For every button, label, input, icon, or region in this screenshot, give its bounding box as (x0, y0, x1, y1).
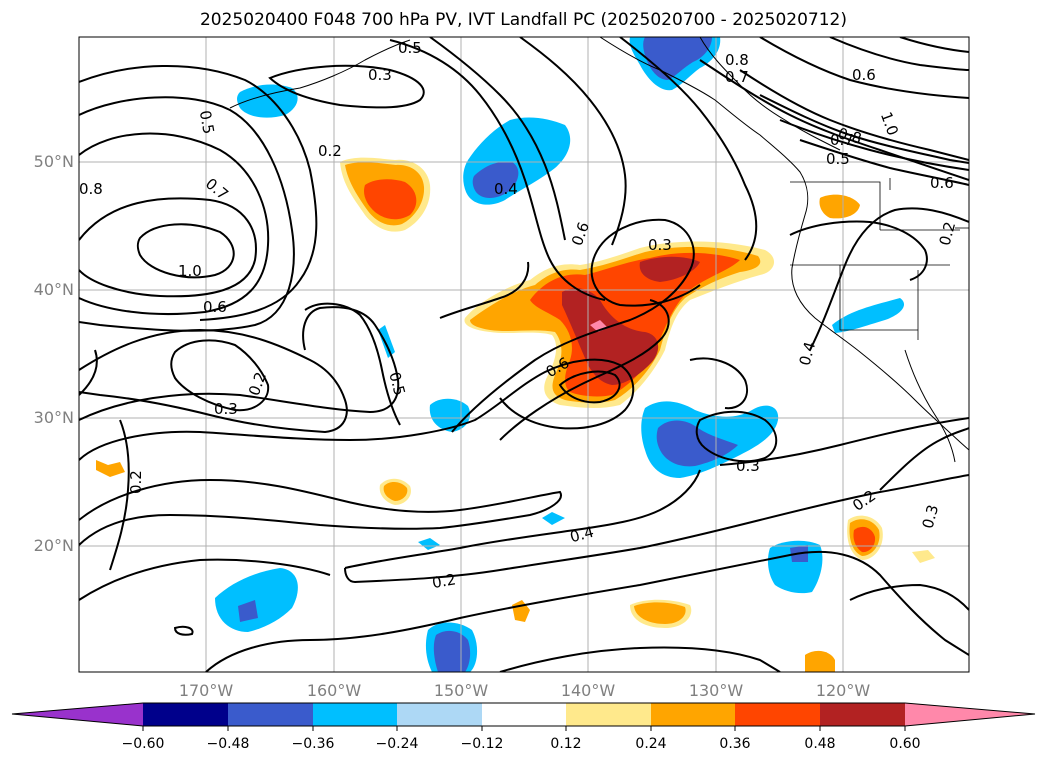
lon-label-150w: 150°W (433, 681, 489, 700)
contour-label: 1.0 (178, 262, 202, 280)
lon-label-120w: 120°W (815, 681, 871, 700)
negative-anomaly-spot-b-strong (238, 600, 258, 622)
negative-anomaly-spot-e (832, 298, 905, 333)
lat-label-40n: 40°N (33, 280, 74, 299)
contour-label: 0.4 (568, 523, 596, 547)
borders (790, 178, 969, 340)
colorbar-tick-label: 0.60 (889, 736, 921, 752)
colorbar-segment (651, 703, 735, 726)
contour-label: 0.3 (919, 503, 943, 531)
colorbar-segment (566, 703, 651, 726)
contour-label: 0.6 (852, 66, 876, 84)
contour-label: 0.5 (826, 150, 850, 168)
positive-anomaly-spot-4 (819, 194, 860, 219)
colorbar (11, 702, 1036, 731)
contour-label: 0.3 (736, 457, 760, 475)
colorbar-tick-label: 0.12 (550, 736, 582, 752)
negative-anomaly-spot-h (418, 538, 440, 550)
colorbar-tick-label: −0.36 (291, 736, 335, 752)
negative-anomaly-spot-d (767, 540, 823, 594)
contour-label: 0.6 (930, 174, 954, 192)
negative-anomaly-aleutian (237, 84, 298, 118)
map-frame (78, 36, 970, 673)
contour-label: 0.5 (385, 370, 409, 398)
colorbar-segment (735, 703, 820, 726)
lat-label-20n: 20°N (33, 536, 74, 555)
positive-anomaly-spot-5 (805, 650, 835, 672)
contour-label: 0.2 (127, 470, 145, 494)
lat-label-50n: 50°N (33, 152, 74, 171)
colorbar-segment (905, 703, 1035, 726)
positive-anomaly-central-vstrong (562, 288, 659, 385)
contour-label: 0.3 (648, 236, 672, 254)
contour-label: 0.2 (936, 220, 960, 248)
positive-anomaly-spot-8 (912, 550, 935, 563)
contour-label: 0.2 (318, 142, 342, 160)
contour-label: 0.8 (79, 180, 103, 198)
colorbar-segment (313, 703, 397, 726)
contour-label: 0.6 (203, 298, 227, 316)
negative-anomaly-spot-f (378, 325, 395, 358)
colorbar-tick-label: 0.36 (719, 736, 751, 752)
negative-anomaly-north-central-strong (472, 161, 519, 198)
positive-anomaly-north-strong (364, 179, 417, 220)
colorbar-segment (228, 703, 313, 726)
coastlines (229, 37, 969, 463)
colorbar-tick-label: −0.24 (375, 736, 419, 752)
lon-label-130w: 130°W (688, 681, 744, 700)
colorbar-segment (820, 703, 905, 726)
contour-label: 0.3 (368, 66, 392, 84)
lat-label-30n: 30°N (33, 408, 74, 427)
positive-anomaly-spot-6 (96, 460, 125, 477)
contour-label: 0.5 (398, 39, 422, 57)
lon-label-140w: 140°W (560, 681, 616, 700)
contour-label: 0.8 (725, 51, 749, 69)
contour-label: 0.7 (830, 131, 854, 149)
positive-anomaly-spot-1-mid (383, 482, 408, 501)
colorbar-segment (397, 703, 482, 726)
colorbar-tick-label: −0.12 (460, 736, 504, 752)
contour-label: 0.7 (725, 68, 749, 86)
positive-anomaly-spot-2-mid (634, 602, 686, 624)
colorbar-segment (143, 703, 228, 726)
lon-label-170w: 170°W (178, 681, 234, 700)
contour-label: 0.4 (494, 180, 518, 198)
contour-label: 0.5 (196, 109, 218, 136)
colorbar-tick-label: 0.48 (804, 736, 836, 752)
contour-label: 0.2 (431, 570, 458, 592)
map-title: 2025020400 F048 700 hPa PV, IVT Landfall… (199, 10, 847, 30)
contour-label: 0.4 (796, 340, 820, 368)
pv-contours (79, 37, 969, 672)
contour-label: 0.3 (214, 400, 238, 418)
negative-anomaly-spot-c-strong (433, 630, 471, 672)
contour-label: 0.8 (836, 124, 864, 148)
colorbar-tick-label: 0.24 (635, 736, 667, 752)
positive-anomaly-central-vstrong-ne (639, 256, 700, 282)
colorbar-tick-label: −0.48 (206, 736, 250, 752)
colorbar-segment (12, 703, 143, 726)
lon-label-160w: 160°W (306, 681, 362, 700)
colorbar-segment (482, 703, 566, 726)
negative-anomaly-spot-b (215, 568, 298, 632)
negative-anomaly-spot-g (542, 512, 565, 525)
anomaly-fills (96, 37, 935, 672)
colorbar-tick-label: −0.60 (121, 736, 165, 752)
